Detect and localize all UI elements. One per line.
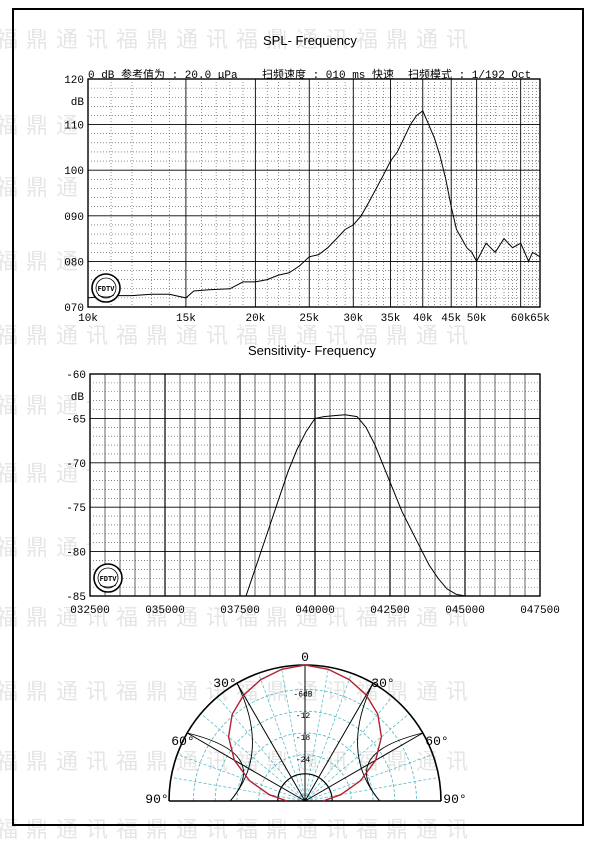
spl-x-tick-label: 40k — [413, 313, 433, 325]
sens-x-tick-label: 045000 — [445, 605, 485, 617]
polar-angle-label: 30° — [213, 676, 236, 691]
polar-angle-label: 60° — [425, 734, 448, 749]
logo-text: FDTV — [98, 286, 116, 294]
spl-x-tick-label: 60k — [511, 313, 531, 325]
sens-x-tick-label: 040000 — [295, 605, 335, 617]
spl-x-tick-label: 25k — [299, 313, 319, 325]
polar-minor-radial — [304, 673, 352, 802]
polar-guide-curve — [187, 732, 245, 802]
sens-series-line — [245, 414, 466, 597]
spl-x-tick-label: 30k — [343, 313, 363, 325]
polar-minor-radial — [258, 673, 306, 802]
polar-angle-label: 0 — [301, 650, 309, 665]
sens-y-tick-label: -65 — [66, 414, 86, 426]
polar-minor-radial — [200, 713, 306, 802]
spl-x-tick-label: 15k — [176, 313, 196, 325]
polar-minor-radial — [281, 667, 306, 802]
spl-y-axis-label: dB — [71, 97, 85, 109]
sens-logo: FDTV — [93, 563, 123, 593]
polar-ring-label: -12 — [296, 712, 311, 721]
sens-x-tick-label: 032500 — [70, 605, 110, 617]
polar-pattern-line — [227, 664, 383, 802]
polar-ring-label: -6dB — [293, 690, 312, 699]
logo-swoosh — [97, 294, 115, 298]
spl-x-tick-label: 50k — [467, 313, 487, 325]
polar-minor-radial — [304, 713, 410, 802]
sens-y-tick-label: -70 — [66, 459, 86, 471]
polar-ring-label: -18 — [296, 734, 311, 743]
logo-swoosh — [99, 584, 117, 588]
logo-text: FDTV — [100, 576, 118, 584]
sens-y-tick-label: -75 — [66, 503, 86, 515]
spl-series-line — [87, 110, 541, 299]
sens-x-tick-label: 047500 — [520, 605, 560, 617]
polar-minor-radial — [217, 696, 306, 802]
spl-x-tick-label: 10k — [78, 313, 98, 325]
spl-y-tick-label: 080 — [64, 257, 84, 269]
sens-x-tick-label: 037500 — [220, 605, 260, 617]
polar-ring-label: -24 — [296, 756, 311, 765]
polar-inner-arc — [277, 773, 333, 802]
spl-x-tick-label: 20k — [245, 313, 265, 325]
polar-major-radial — [304, 682, 374, 802]
spl-y-tick-label: 110 — [64, 121, 84, 133]
logo-inner-ring — [95, 277, 117, 299]
spl-y-tick-label: 100 — [64, 166, 84, 178]
spl-y-tick-label: 070 — [64, 303, 84, 315]
polar-angle-label: 60° — [171, 734, 194, 749]
polar-angle-label: 90° — [443, 792, 466, 807]
sens-y-axis-label: dB — [71, 392, 85, 404]
polar-guide-curve — [365, 732, 423, 802]
spl-frequency-chart: 120 110 100 090 080 070 dB 10k 15k 20k 25k 30k 35k 40… — [64, 75, 550, 325]
figure-frame — [12, 8, 584, 826]
logo-inner-ring — [97, 567, 119, 589]
spl-chart-title: SPL- Frequency — [263, 33, 357, 48]
spl-logo: FDTV — [91, 273, 121, 303]
polar-angle-label: 90° — [145, 792, 168, 807]
polar-minor-radial — [304, 696, 393, 802]
sens-y-tick-label: -85 — [66, 592, 86, 604]
spl-x-tick-label: 35k — [381, 313, 401, 325]
sens-x-tick-label: 042500 — [370, 605, 410, 617]
spl-x-tick-label: 45k — [441, 313, 461, 325]
sens-y-tick-label: -80 — [66, 548, 86, 560]
sens-x-tick-label: 035000 — [145, 605, 185, 617]
spl-y-tick-label: 090 — [64, 212, 84, 224]
spl-plot-area — [87, 78, 541, 308]
polar-major-radial — [186, 732, 306, 802]
spl-x-tick-label: 65k — [530, 313, 550, 325]
polar-major-radial — [236, 682, 306, 802]
polar-directivity-chart: 0 30° 30° 60° 60° 90° 90° -6dB -12 -18 -24 — [145, 650, 466, 807]
spl-y-tick-label: 120 — [64, 75, 84, 87]
sensitivity-frequency-chart: -60 -65 -70 -75 -80 -85 dB 032500 035000 037500 04… — [66, 370, 560, 617]
sens-chart-title: Sensitivity- Frequency — [248, 343, 376, 358]
polar-angle-label: 30° — [371, 676, 394, 691]
polar-minor-radial — [304, 667, 329, 802]
sens-y-tick-label: -60 — [66, 370, 86, 382]
polar-major-radial — [304, 732, 424, 802]
